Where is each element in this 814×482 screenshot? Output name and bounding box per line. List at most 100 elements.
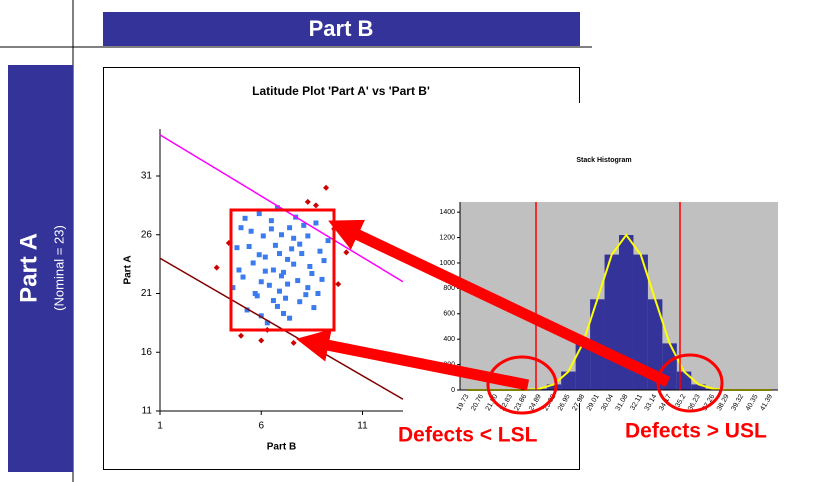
y-axis-label: Part A bbox=[123, 255, 134, 284]
point bbox=[307, 263, 313, 269]
chart-title: Latitude Plot 'Part A' vs 'Part B' bbox=[252, 84, 430, 98]
point bbox=[246, 244, 252, 249]
y-tick-label: 1400 bbox=[439, 209, 455, 216]
point bbox=[213, 264, 220, 271]
point bbox=[291, 261, 297, 267]
point bbox=[240, 274, 246, 280]
point bbox=[256, 211, 262, 217]
point bbox=[285, 281, 291, 287]
point bbox=[242, 215, 248, 221]
point bbox=[290, 339, 297, 346]
point bbox=[289, 246, 295, 252]
point bbox=[279, 273, 284, 279]
point bbox=[270, 267, 276, 273]
annotation: Defects < LSL bbox=[398, 424, 538, 447]
bar bbox=[604, 254, 619, 390]
point bbox=[262, 254, 268, 260]
point bbox=[319, 276, 325, 282]
highlight-box bbox=[229, 208, 336, 332]
bar bbox=[676, 371, 692, 390]
point bbox=[279, 232, 284, 238]
point bbox=[244, 307, 250, 313]
point bbox=[317, 248, 323, 254]
point bbox=[297, 299, 303, 305]
point bbox=[270, 298, 276, 304]
point bbox=[309, 271, 315, 277]
point bbox=[323, 184, 330, 191]
point bbox=[234, 245, 240, 251]
y-tick-label: 16 bbox=[141, 347, 153, 358]
side-bar bbox=[8, 65, 73, 472]
y-tick-label: 0 bbox=[451, 387, 455, 394]
point bbox=[325, 238, 331, 244]
arrow bbox=[296, 329, 530, 391]
point bbox=[295, 278, 301, 284]
point bbox=[305, 285, 311, 291]
point bbox=[335, 281, 342, 288]
point bbox=[299, 251, 305, 257]
bar bbox=[647, 299, 663, 390]
bar bbox=[561, 371, 576, 390]
point bbox=[311, 305, 317, 311]
point bbox=[303, 292, 309, 298]
side-title: Part A bbox=[15, 233, 42, 303]
point bbox=[285, 256, 291, 262]
point bbox=[250, 260, 256, 266]
point bbox=[304, 198, 311, 205]
y-tick-label: 11 bbox=[142, 406, 153, 417]
point bbox=[268, 218, 274, 224]
y-tick-label: 31 bbox=[141, 171, 153, 182]
point bbox=[287, 225, 293, 231]
point bbox=[238, 225, 244, 231]
lsl-circle bbox=[486, 355, 558, 415]
bar bbox=[575, 343, 591, 390]
x-tick-label: 6 bbox=[258, 421, 264, 432]
y-tick-label: 26 bbox=[141, 229, 153, 240]
point bbox=[301, 222, 307, 228]
bar bbox=[546, 384, 562, 390]
point bbox=[291, 235, 297, 241]
point bbox=[260, 233, 266, 239]
point bbox=[281, 310, 287, 316]
chart-title: Stack Histogram bbox=[576, 157, 631, 164]
point bbox=[266, 282, 272, 288]
point bbox=[315, 291, 321, 296]
point bbox=[258, 279, 264, 285]
y-tick-label: 1000 bbox=[439, 260, 455, 267]
y-tick-label: 400 bbox=[443, 336, 455, 343]
point bbox=[343, 249, 350, 256]
point bbox=[312, 202, 319, 209]
annotation: Defects > USL bbox=[625, 420, 767, 443]
line bbox=[159, 134, 404, 283]
y-tick-label: 1200 bbox=[439, 234, 455, 241]
point bbox=[230, 285, 236, 291]
bar bbox=[691, 384, 706, 390]
point bbox=[313, 220, 319, 226]
header-title: Part B bbox=[309, 16, 374, 41]
point bbox=[281, 269, 287, 275]
scatter-chart: Latitude Plot 'Part A' vs 'Part B'111621… bbox=[123, 84, 430, 452]
point bbox=[262, 268, 268, 274]
y-tick-label: 600 bbox=[443, 311, 455, 318]
header-bar bbox=[103, 12, 580, 46]
point bbox=[238, 332, 244, 339]
point bbox=[272, 242, 278, 248]
bar bbox=[633, 254, 648, 390]
x-axis-label: Part B bbox=[267, 442, 296, 453]
point bbox=[305, 233, 311, 239]
x-tick-label: 1 bbox=[157, 421, 163, 432]
point bbox=[297, 241, 303, 247]
arrow bbox=[328, 219, 671, 387]
y-tick-label: 21 bbox=[141, 288, 153, 299]
point bbox=[274, 303, 280, 309]
point bbox=[236, 267, 242, 273]
point bbox=[258, 313, 264, 319]
point bbox=[252, 291, 258, 296]
y-tick-label: 800 bbox=[443, 285, 455, 292]
point bbox=[276, 288, 282, 294]
side-subtitle: (Nominal = 23) bbox=[51, 225, 66, 311]
point bbox=[248, 228, 254, 234]
point bbox=[283, 295, 289, 301]
point bbox=[274, 205, 280, 211]
